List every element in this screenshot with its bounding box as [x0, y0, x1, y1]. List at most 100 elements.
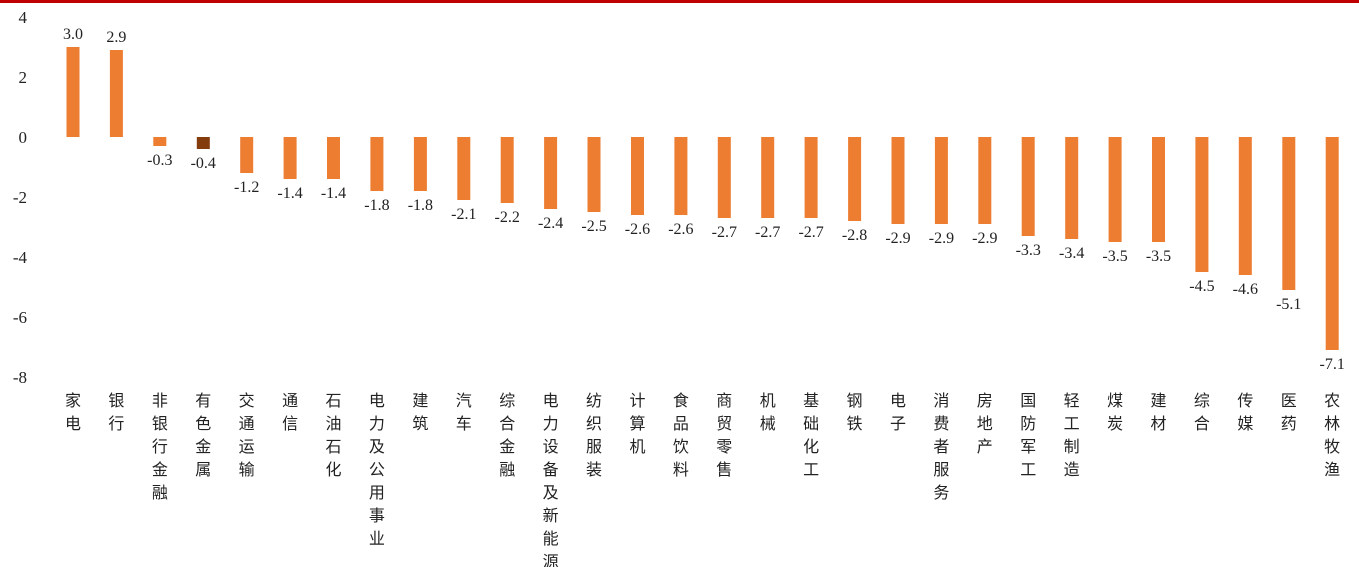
data-label: -2.9	[885, 230, 910, 247]
category-label: 交通运输	[239, 391, 255, 479]
category-label: 商贸零售	[716, 391, 732, 479]
bar	[1021, 137, 1035, 236]
bar	[66, 47, 80, 137]
data-label: -1.2	[234, 179, 259, 196]
data-label: -4.5	[1189, 278, 1214, 295]
bar	[891, 137, 905, 224]
category-label: 电力设备及新能源	[543, 391, 559, 567]
category-label: 纺织服装	[586, 391, 602, 479]
category-label: 电子	[890, 391, 906, 433]
category-label: 食品饮料	[673, 391, 689, 479]
data-label: -2.9	[972, 230, 997, 247]
data-label: -3.3	[1016, 242, 1041, 259]
data-label: -2.7	[755, 224, 780, 241]
bar	[283, 137, 297, 179]
category-label: 消费者服务	[933, 391, 949, 502]
data-label: -1.4	[321, 185, 346, 202]
bar	[1282, 137, 1296, 290]
bar	[1065, 137, 1079, 239]
y-tick-label: 2	[19, 68, 28, 87]
category-label: 通信	[282, 391, 298, 433]
y-tick-label: 4	[19, 8, 28, 27]
bar	[1108, 137, 1122, 242]
category-label: 基础化工	[803, 391, 819, 479]
bar	[153, 137, 167, 146]
data-label: -7.1	[1320, 356, 1345, 373]
category-label: 房地产	[977, 391, 993, 456]
bar	[1152, 137, 1165, 242]
bar	[196, 137, 210, 149]
data-label: -2.7	[712, 224, 737, 241]
category-label: 综合金融	[499, 391, 515, 479]
data-label: -3.5	[1146, 248, 1171, 265]
data-label: -2.7	[798, 224, 823, 241]
category-label: 电力及公用事业	[369, 391, 385, 548]
bar	[500, 137, 514, 203]
category-label: 综合	[1194, 391, 1210, 433]
category-label: 煤炭	[1107, 391, 1123, 433]
bar	[109, 50, 123, 137]
data-label: -1.4	[277, 185, 302, 202]
data-label: -1.8	[364, 197, 389, 214]
category-label: 石油石化	[326, 391, 342, 479]
y-axis: 4 2 0 -2 -4 -6 -8	[13, 8, 28, 387]
data-label: -3.5	[1102, 248, 1127, 265]
y-tick-label: -8	[13, 368, 27, 387]
bar	[804, 137, 818, 218]
category-label: 非银行金融	[152, 391, 168, 502]
bar	[1195, 137, 1209, 272]
data-label: 2.9	[106, 29, 126, 46]
bar	[370, 137, 384, 191]
bar	[631, 137, 644, 215]
bar	[1325, 137, 1339, 350]
top-rule	[0, 0, 1359, 3]
data-label: -2.6	[625, 221, 650, 238]
category-label: 汽车	[456, 391, 472, 433]
bar	[674, 137, 688, 215]
category-label: 建材	[1150, 391, 1166, 433]
data-labels: 3.0 2.9 -0.3 -0.4 -1.2 -1.4 -1.4 -1.8 -1.8 -2.1 -2…	[63, 26, 1345, 373]
data-label: -2.1	[451, 206, 476, 223]
category-label: 医药	[1281, 391, 1297, 433]
bar	[457, 137, 471, 200]
data-label: -5.1	[1276, 296, 1301, 313]
category-label: 有色金属	[195, 391, 211, 479]
y-tick-label: -4	[13, 248, 28, 267]
bar	[1238, 137, 1252, 275]
data-label: -0.4	[191, 155, 216, 172]
bar	[544, 137, 558, 209]
data-label: -2.5	[581, 218, 606, 235]
y-tick-label: -2	[13, 188, 27, 207]
bar	[978, 137, 992, 224]
data-label: -2.4	[538, 215, 563, 232]
bar	[934, 137, 948, 224]
data-label: 3.0	[63, 26, 83, 43]
data-label: -2.2	[495, 209, 520, 226]
data-label: -2.9	[929, 230, 954, 247]
category-label: 钢铁	[847, 391, 863, 433]
bar	[413, 137, 427, 191]
bars	[66, 47, 1339, 350]
bar	[240, 137, 254, 173]
category-label: 国防军工	[1020, 391, 1036, 479]
category-label: 家电	[65, 391, 81, 433]
data-label: -0.3	[147, 152, 172, 169]
y-tick-label: -6	[13, 308, 27, 327]
data-label: -3.4	[1059, 245, 1084, 262]
category-label: 机械	[760, 391, 776, 433]
bar	[761, 137, 775, 218]
category-label: 传媒	[1237, 391, 1253, 433]
category-label: 计算机	[629, 391, 645, 456]
category-label: 建筑	[412, 391, 428, 433]
bar	[717, 137, 731, 218]
y-tick-label: 0	[19, 128, 28, 147]
category-label: 银行	[108, 391, 124, 433]
data-label: -2.6	[668, 221, 693, 238]
data-label: -4.6	[1233, 281, 1258, 298]
data-label: -2.8	[842, 227, 867, 244]
category-label: 轻工制造	[1064, 391, 1080, 479]
bar	[327, 137, 340, 179]
bar	[587, 137, 601, 212]
